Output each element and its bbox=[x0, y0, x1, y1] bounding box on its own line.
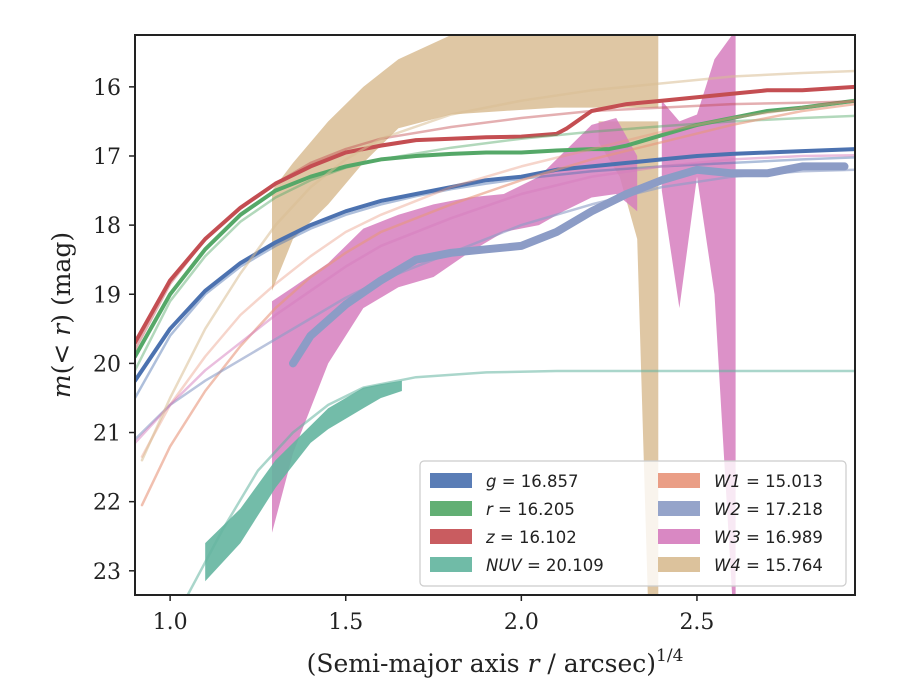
series-w2-thick-4 bbox=[289, 162, 849, 368]
series-w4-band-1 bbox=[598, 121, 659, 595]
legend-swatch-w4 bbox=[658, 557, 700, 572]
x-tick-label: 2.0 bbox=[504, 610, 539, 635]
legend: g = 16.857 r = 16.205 z = 16.102 NUV = 20.1… bbox=[419, 460, 847, 587]
y-tick-label: 17 bbox=[93, 145, 121, 170]
legend-swatch-w2 bbox=[658, 501, 700, 516]
y-tick-label: 20 bbox=[93, 352, 121, 377]
x-tick-label: 2.5 bbox=[679, 610, 714, 635]
series-w4-band-0 bbox=[272, 35, 659, 291]
series-z-thick-8 bbox=[135, 84, 855, 345]
legend-box bbox=[419, 460, 847, 587]
legend-label-w1: W1 = 15.013 bbox=[714, 472, 823, 491]
y-axis-label: m(< r) (mag) bbox=[47, 232, 76, 398]
series-nuv-thin-12 bbox=[186, 369, 855, 595]
legend-label-z: z = 16.102 bbox=[485, 528, 577, 547]
series-r-thin-10 bbox=[135, 114, 855, 372]
x-tick-label: 1.0 bbox=[153, 610, 188, 635]
y-tick-label: 16 bbox=[93, 76, 121, 101]
legend-label-r: r = 16.205 bbox=[486, 500, 575, 519]
x-axis-label: (Semi-major axis r / arcsec)1/4 bbox=[307, 646, 684, 678]
legend-label-nuv: NUV = 20.109 bbox=[486, 556, 604, 575]
series-w1-thin-13 bbox=[140, 102, 855, 507]
legend-swatch-g bbox=[430, 473, 472, 488]
series-w1-thin-14 bbox=[140, 99, 855, 458]
series-layer bbox=[135, 35, 855, 595]
y-tick-label: 18 bbox=[93, 214, 121, 239]
ticks-layer: 1.0 1.5 2.0 2.5 16 17 18 19 20 21 22 23 bbox=[93, 76, 714, 635]
series-w3-thin-16 bbox=[135, 154, 855, 445]
legend-swatch-nuv bbox=[430, 557, 472, 572]
plot-frame bbox=[134, 34, 856, 596]
legend-label-g: g = 16.857 bbox=[486, 472, 579, 491]
series-w2-thin-15 bbox=[135, 168, 855, 441]
y-tick-label: 22 bbox=[93, 491, 121, 516]
y-tick-label: 19 bbox=[93, 283, 121, 308]
legend-swatch-w3 bbox=[658, 529, 700, 544]
y-tick-label: 21 bbox=[93, 422, 121, 447]
series-r-thick-7 bbox=[135, 98, 855, 359]
y-tick-label: 23 bbox=[93, 560, 121, 585]
legend-swatch-w1 bbox=[658, 473, 700, 488]
x-tick-label: 1.5 bbox=[328, 610, 363, 635]
legend-label-w3: W3 = 16.989 bbox=[714, 528, 823, 547]
legend-swatch-z bbox=[430, 529, 472, 544]
series-w3-band-2 bbox=[272, 118, 638, 533]
legend-label-w4: W4 = 15.764 bbox=[714, 556, 823, 575]
series-w4-thin-17 bbox=[140, 69, 855, 462]
legend-label-w2: W2 = 17.218 bbox=[714, 500, 823, 519]
legend-swatch-r bbox=[430, 501, 472, 516]
